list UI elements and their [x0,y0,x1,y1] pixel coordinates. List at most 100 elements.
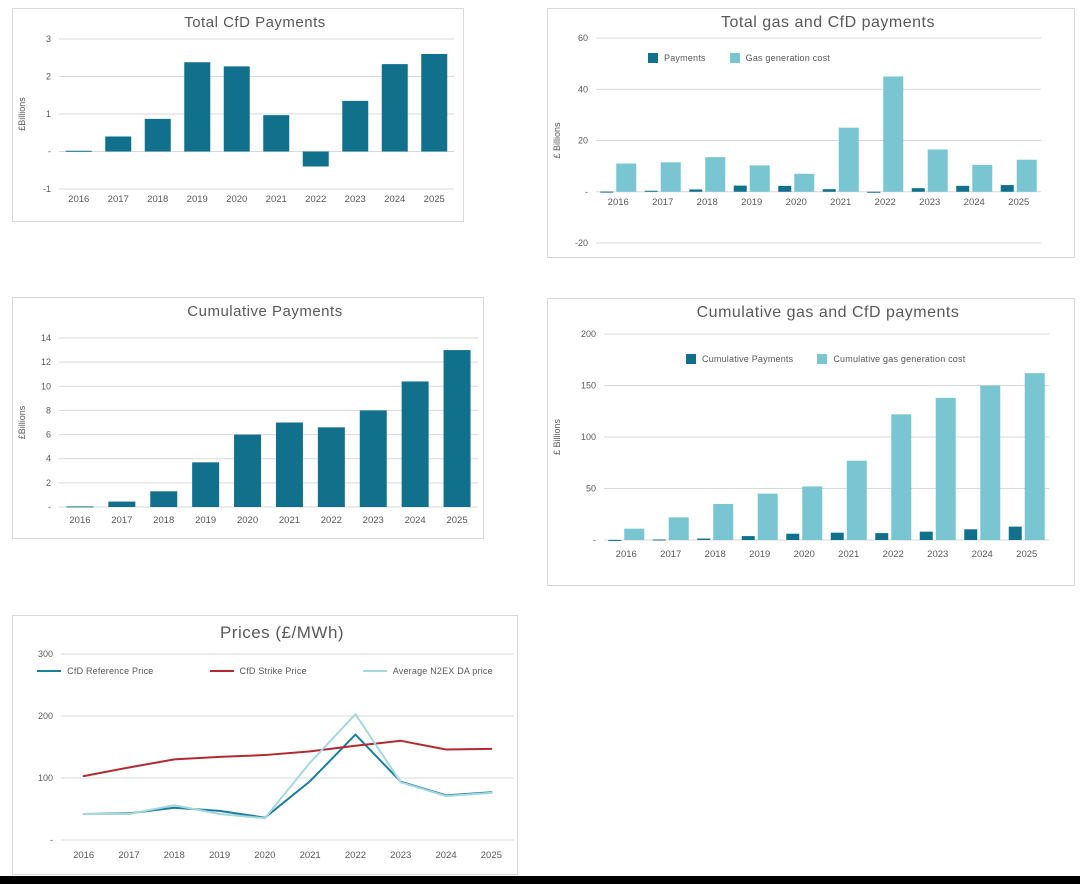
y-axis-title: £Billions [17,405,27,439]
chart-canvas-total-gas-and-cfd-payments: 60 40 20 - -20 £ Billions 2016 2017 2018 2019 2020… [548,9,1074,257]
y-tick-label: 6 [46,430,51,440]
cumulative-gas-and-cfd-payments-plot: 200 150 100 50 - £ Billions 2016 2017 2018 2019 20… [552,329,1049,560]
chart-title-cumulative-payments: Cumulative Payments [187,303,343,320]
x-tick-label: 2024 [964,197,985,208]
bar-total-cfd-payments-2018 [144,118,171,152]
chart-panel-cumulative-payments: 14 12 10 8 6 4 2 - £Billions 2016 2017 2018 2019 2020… [12,297,484,539]
chart-canvas-cumulative-gas-and-cfd-payments: 200 150 100 50 - £ Billions 2016 2017 2018 2019 20… [548,299,1074,585]
chart-panel-total-gas-and-cfd-payments: 60 40 20 - -20 £ Billions 2016 2017 2018 2019 2020… [547,8,1075,258]
bar-cumulative-payments-2018 [697,538,711,540]
legend-label: Cumulative gas generation cost [833,354,966,364]
x-tick-label: 2017 [118,850,139,861]
x-tick-label: 2018 [164,850,185,861]
x-tick-label: 2023 [363,515,384,526]
x-tick-label: 2018 [153,515,174,526]
bar-gas-generation-cost-2025 [1016,159,1037,192]
bar-payments-2021 [822,189,836,192]
x-tick-label: 2020 [254,850,275,861]
bar-cumulative-payments-2020 [786,533,800,540]
chart-panel-total-cfd-payments: 3 2 1 - -1 £Billions 2016 2017 2018 2019 2020 2021 2… [12,8,464,222]
legend-item-cfd-strike-price: CfD Strike Price [209,666,307,676]
y-tick-label: 4 [46,454,51,464]
y-tick-label: 100 [581,432,596,442]
legend-square-swatch [648,53,658,63]
bar-payments-2025 [1000,185,1014,192]
x-tick-label: 2025 [446,515,467,526]
bar-cumulative-payments-2022 [875,533,889,540]
x-tick-label: 2024 [405,515,426,526]
bar-payments-2020 [778,185,792,192]
x-tick-label: 2025 [481,850,502,861]
legend-label: Payments [664,53,706,63]
x-tick-label: 2020 [226,194,247,205]
bar-payments-2022 [867,191,881,193]
bar-cumulative-payments-2023 [919,531,933,540]
line-average-n2ex-da-price [82,713,493,820]
bar-total-cfd-payments-2022 [302,151,329,167]
legend-line-swatch [362,669,387,673]
y-tick-label: 20 [578,136,588,146]
bar-cumulative-payments-2020 [234,434,262,507]
x-tick-label: 2018 [705,549,726,560]
x-tick-label: 2023 [345,194,366,205]
bar-gas-generation-cost-2022 [883,76,904,192]
bar-cumulative-payments-2024 [964,529,978,540]
bar-cumulative-gas-generation-cost-2018 [713,503,734,540]
bar-total-cfd-payments-2020 [223,66,250,152]
bar-total-cfd-payments-2019 [184,62,211,152]
x-tick-label: 2021 [830,197,851,208]
cumulative-payments-plot: 14 12 10 8 6 4 2 - £Billions 2016 2017 2018 2019 2020… [17,333,478,526]
x-tick-label: 2018 [697,197,718,208]
y-tick-label: 200 [38,711,53,721]
x-tick-label: 2024 [435,850,456,861]
y-tick-label: 8 [46,405,51,415]
x-tick-label: 2022 [345,850,366,861]
legend-item-average-n2ex-da-price: Average N2EX DA price [362,666,493,676]
y-tick-label: 2 [46,478,51,488]
bar-payments-2019 [733,185,747,192]
bar-cumulative-payments-2024 [401,381,429,507]
legend-label: CfD Reference Price [67,666,154,676]
y-tick-label: 12 [41,357,51,367]
bar-gas-generation-cost-2016 [616,163,637,192]
x-tick-label: 2021 [279,515,300,526]
bar-gas-generation-cost-2018 [705,157,726,192]
chart-canvas-prices: 300 200 100 - 2016 2017 2018 2019 2020 2021 2022 20… [13,616,517,874]
y-tick-label: 100 [38,773,53,783]
x-tick-label: 2023 [390,850,411,861]
bar-total-cfd-payments-2023 [342,100,369,152]
y-tick-label: 60 [578,33,588,43]
bar-payments-2023 [911,188,925,192]
chart-title-prices: Prices (£/MWh) [219,623,345,642]
bar-cumulative-payments-2025 [1008,526,1022,540]
bar-cumulative-payments-2019 [192,462,220,507]
bar-cumulative-gas-generation-cost-2021 [846,460,867,540]
x-tick-label: 2022 [305,194,326,205]
y-axis-title: £ Billions [552,122,562,159]
y-tick-label: 1 [46,109,51,119]
bar-cumulative-gas-generation-cost-2019 [757,493,778,540]
legend-label: Average N2EX DA price [392,666,493,676]
legend-item-gas-generation-cost: Gas generation cost [729,53,830,63]
bar-payments-2024 [956,185,970,192]
legend-square-swatch [729,53,740,63]
y-tick-label: -1 [43,184,51,194]
x-tick-label: 2016 [68,194,89,205]
chart-canvas-cumulative-payments: 14 12 10 8 6 4 2 - £Billions 2016 2017 2018 2019 2020… [13,298,483,538]
y-axis-title: £ Billions [552,418,562,455]
bar-gas-generation-cost-2023 [927,149,948,192]
x-tick-label: 2025 [1016,549,1037,560]
bar-gas-generation-cost-2019 [749,165,770,192]
y-tick-label: - [585,187,588,197]
x-tick-label: 2016 [73,850,94,861]
chart-panel-cumulative-gas-and-cfd-payments: 200 150 100 50 - £ Billions 2016 2017 2018 2019 20… [547,298,1075,586]
bar-gas-generation-cost-2021 [838,127,859,192]
x-tick-label: 2016 [69,515,90,526]
bar-cumulative-payments-2019 [741,536,755,540]
x-tick-label: 2017 [111,515,132,526]
bar-payments-2017 [644,190,658,192]
bar-cumulative-payments-2016 [608,539,622,541]
bar-total-cfd-payments-2025 [421,54,448,152]
x-tick-label: 2022 [321,515,342,526]
y-tick-label: 150 [581,381,596,391]
